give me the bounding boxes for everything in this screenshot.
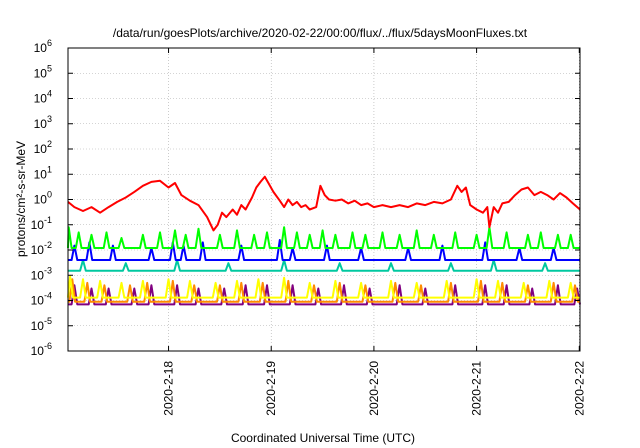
y-tick-label: 105 (34, 63, 52, 80)
y-tick-label: 101 (34, 164, 52, 181)
x-tick-label: 2020-2-21 (470, 361, 484, 416)
series-line (68, 284, 581, 306)
x-axis-label: Coordinated Universal Time (UTC) (231, 431, 415, 445)
series-line (68, 239, 580, 261)
chart-title: /data/run/goesPlots/archive/2020-02-22/0… (113, 26, 528, 40)
series-layer (67, 175, 581, 306)
y-tick-label: 106 (34, 38, 52, 55)
grid (68, 48, 580, 351)
series-line (67, 175, 581, 232)
y-tick-label: 10-6 (31, 341, 52, 358)
x-tick-label: 2020-2-19 (264, 361, 278, 416)
y-tick-label: 10-2 (31, 240, 52, 257)
y-tick-label: 104 (34, 89, 52, 106)
y-tick-label: 103 (34, 114, 52, 131)
y-ticks: 10-6 10-5 10-4 10-3 10-2 10-1 100 101 102 103 104 1… (31, 38, 580, 358)
y-tick-label: 10-3 (31, 265, 52, 282)
y-tick-label: 10-5 (31, 316, 52, 333)
y-tick-label: 102 (34, 139, 52, 156)
series-line (68, 259, 580, 272)
y-tick-label: 10-1 (31, 215, 52, 232)
x-tick-label: 2020-2-22 (572, 361, 586, 416)
y-axis-label: protons/cm²-s-sr-MeV (14, 141, 28, 257)
x-tick-label: 2020-2-20 (367, 361, 381, 416)
x-ticks: 2020-2-18 2020-2-19 2020-2-20 2020-2-21 2020… (162, 48, 586, 416)
series-line (67, 275, 580, 299)
y-tick-label: 100 (34, 190, 52, 207)
series-line (67, 226, 580, 249)
x-tick-label: 2020-2-18 (162, 361, 176, 416)
series-line (68, 278, 580, 303)
y-tick-label: 10-4 (31, 291, 52, 308)
